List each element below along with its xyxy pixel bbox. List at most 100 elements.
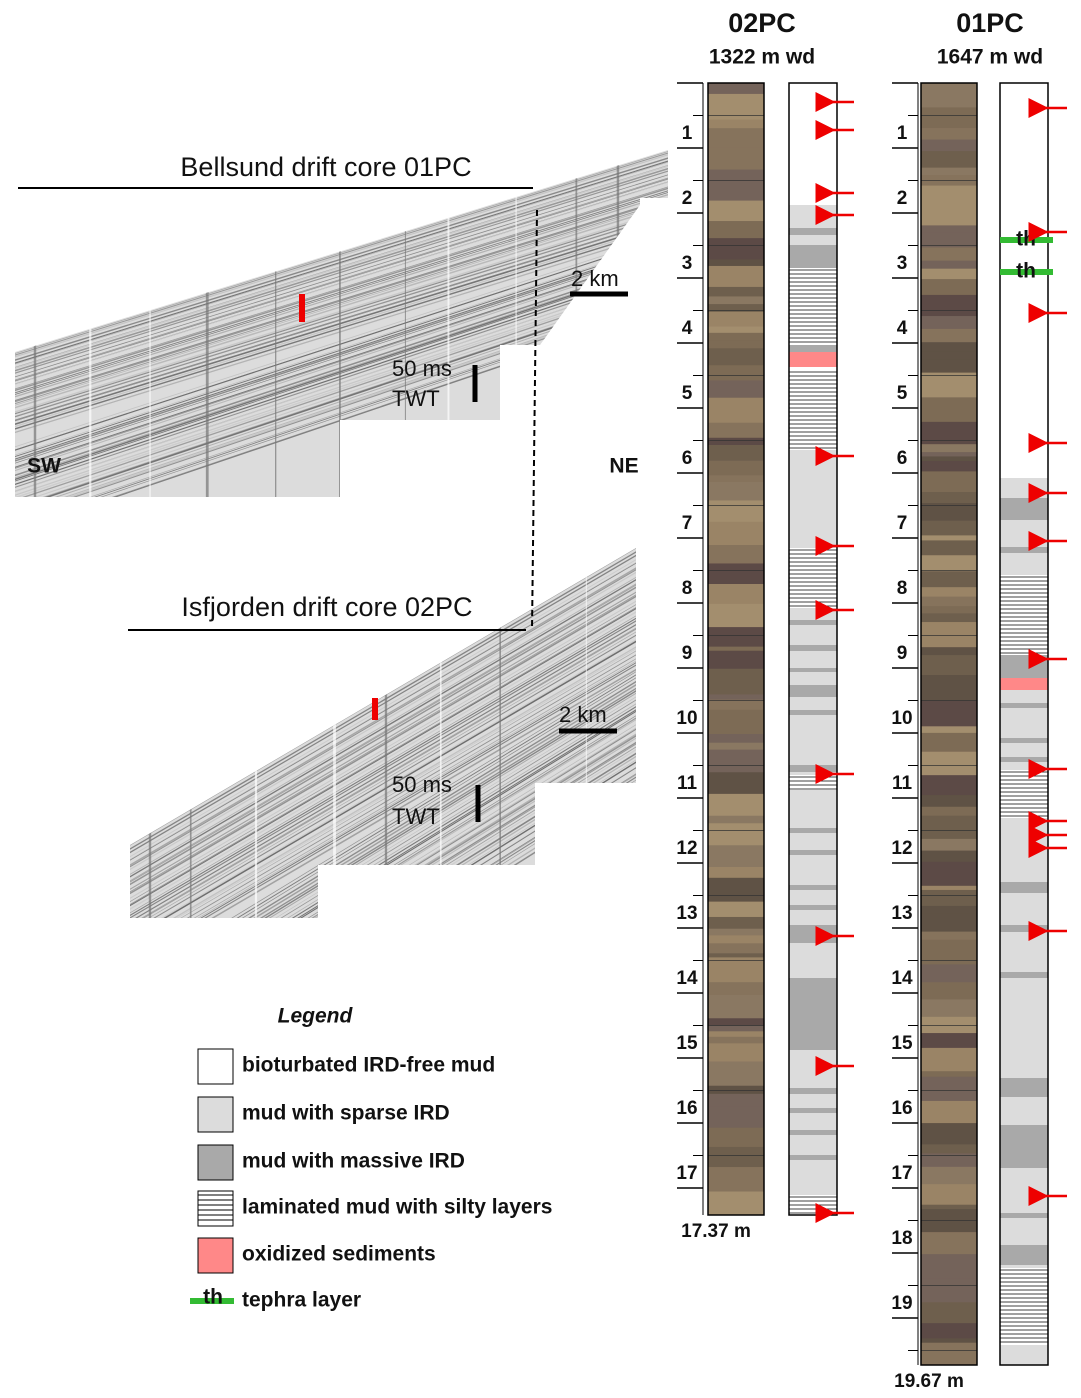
legend-label: bioturbated IRD-free mud [242, 1054, 495, 1077]
lithology [789, 620, 837, 625]
core-photo-strip [708, 646, 764, 652]
core-photo-strip [921, 540, 977, 556]
core-photo-strip [708, 544, 764, 564]
reflector [15, 223, 668, 440]
legend-swatch [197, 1144, 234, 1181]
core-photo-strip [921, 342, 977, 353]
reflector [15, 245, 668, 475]
core-photo-strip [921, 520, 977, 536]
core-length: 19.67 m [894, 1371, 964, 1392]
legend-label: laminated mud with silty layers [242, 1196, 552, 1219]
core-photo-strip [921, 587, 977, 598]
lithology [789, 645, 837, 651]
depth-label: 15 [676, 1033, 698, 1054]
core-photo-strip [708, 627, 764, 648]
depth-label: 17 [891, 1163, 912, 1184]
lithology [1000, 757, 1048, 762]
lithology [789, 850, 837, 855]
lithology [789, 765, 837, 772]
reflector [15, 150, 668, 362]
core-photo-strip [921, 460, 977, 472]
reflector [130, 560, 636, 882]
reflector [15, 155, 668, 371]
core-photo-strip [921, 655, 977, 676]
core-photo-strip [708, 953, 764, 958]
core-photo-strip [708, 815, 764, 824]
lithology [789, 668, 837, 672]
core-photo-strip [708, 943, 764, 954]
core-photo-strip [921, 444, 977, 453]
core-photo-strip [708, 286, 764, 297]
reflector [130, 691, 636, 918]
depth-label: 10 [676, 708, 697, 729]
core-photo-strip [708, 849, 764, 868]
core-photo-strip [921, 1100, 977, 1124]
reflector [15, 195, 668, 411]
lithology [789, 1130, 837, 1135]
core-photo-strip [921, 359, 977, 374]
core-photo-strip [708, 265, 764, 281]
lithology [1000, 1125, 1048, 1168]
core-photo-strip [921, 452, 977, 457]
core-photo-strip [708, 93, 764, 121]
reflector [15, 150, 668, 360]
core-photo-strip [708, 982, 764, 996]
reflector [130, 665, 636, 918]
core-photo-strip [921, 806, 977, 817]
depth-label: 19 [891, 1293, 912, 1314]
reflector [130, 557, 636, 879]
scale-label: 2 km [559, 702, 607, 727]
legend-title: Legend [278, 1005, 354, 1028]
reflector [15, 184, 668, 400]
reflector [130, 650, 636, 918]
reflector [15, 172, 668, 388]
profile-title: Bellsund drift core 01PC [180, 152, 471, 182]
core-photo-strip [708, 1127, 764, 1148]
lithology [1000, 738, 1048, 743]
core-photo-strip [921, 83, 977, 108]
lithology [789, 685, 837, 697]
lithology [789, 345, 837, 352]
reflector [15, 203, 668, 419]
legend-label: oxidized sediments [242, 1243, 436, 1266]
core-photo-frame [707, 82, 765, 1216]
reflector [130, 668, 636, 918]
core-site [372, 698, 378, 720]
lithology [789, 710, 837, 715]
core-photo-strip [921, 1184, 977, 1206]
core-photo-strip [708, 603, 764, 628]
reflector [130, 657, 636, 918]
core-photo-strip [921, 815, 977, 840]
reflector [15, 192, 668, 409]
reflector [15, 171, 668, 387]
core-photo-strip [708, 742, 764, 751]
core-photo-strip [708, 348, 764, 366]
core-photo-strip [921, 1033, 977, 1049]
depth-label: 12 [891, 838, 912, 859]
core-photo-strip [921, 571, 977, 588]
core-photo-strip [921, 139, 977, 152]
core-photo-strip [708, 916, 764, 930]
depth-label: 1 [682, 123, 693, 144]
legend-swatch [197, 1190, 234, 1227]
lithology [789, 1088, 837, 1094]
reflector [130, 571, 636, 894]
reflector [15, 205, 668, 421]
depth-label: 4 [897, 318, 908, 339]
core-photo-strip [708, 877, 764, 903]
core-photo-strip [921, 1232, 977, 1255]
core-photo-strip [708, 1031, 764, 1038]
depth-label: 13 [891, 903, 912, 924]
reflector [15, 198, 668, 415]
laminated [1000, 770, 1048, 818]
reflector [15, 159, 668, 376]
core-photo-strip [921, 1338, 977, 1344]
lithology [789, 925, 837, 943]
depth-label: 3 [897, 253, 908, 274]
depth-label: 14 [891, 968, 913, 989]
depth-label: 18 [891, 1228, 912, 1249]
reflector [130, 652, 636, 918]
reflector [130, 608, 636, 918]
core-photo-strip [708, 128, 764, 149]
